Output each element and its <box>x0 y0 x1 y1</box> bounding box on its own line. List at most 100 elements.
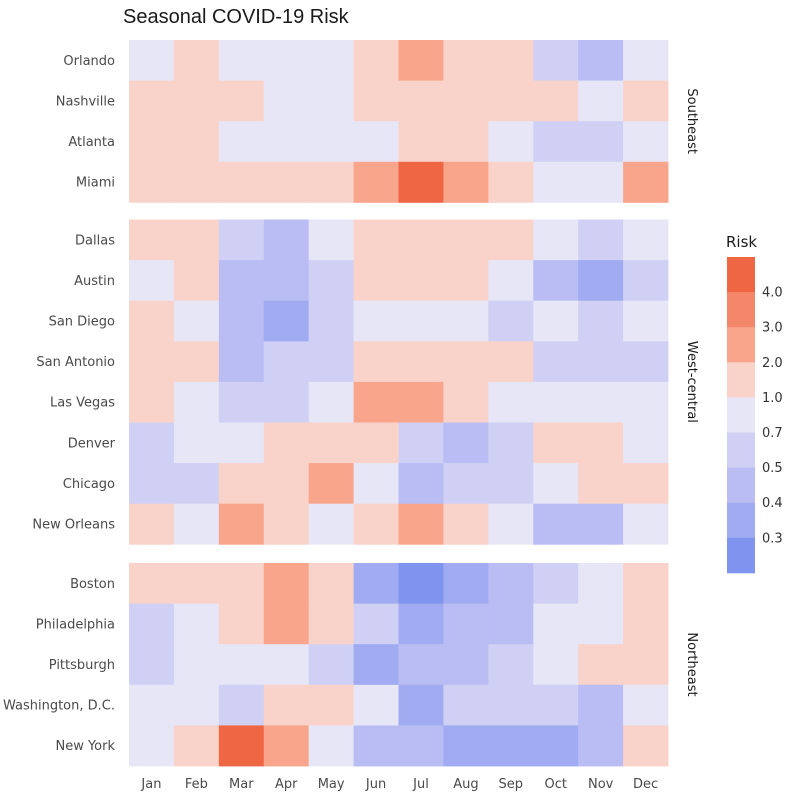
legend: Risk 4.0 3.0 2.0 1.0 0.7 0.5 0.4 0.3 <box>726 233 783 574</box>
city-label: Philadelphia <box>36 617 115 632</box>
heatmap-cell <box>353 161 399 203</box>
heatmap-cell <box>578 644 624 686</box>
heatmap-cell <box>129 300 175 342</box>
heatmap-cell <box>533 219 579 261</box>
heatmap-cell <box>623 219 669 261</box>
heatmap-cells <box>129 40 669 767</box>
heatmap-cell <box>488 725 534 767</box>
heatmap-cell <box>488 603 534 645</box>
month-label: Mar <box>229 777 254 792</box>
heatmap-cell <box>129 563 175 604</box>
heatmap-cell <box>218 603 265 645</box>
month-label: Aug <box>453 777 478 792</box>
legend-swatch <box>727 327 755 363</box>
legend-label: 0.5 <box>762 461 783 476</box>
heatmap-cell <box>218 300 265 342</box>
legend-swatch <box>727 537 755 574</box>
heatmap-cell <box>308 260 354 302</box>
legend-swatch <box>727 362 755 398</box>
heatmap-cell <box>308 603 354 645</box>
heatmap-cell <box>623 300 669 342</box>
month-label: Feb <box>185 777 208 792</box>
heatmap-cell <box>353 121 399 163</box>
legend-swatch <box>727 467 755 504</box>
heatmap-cell <box>443 260 489 302</box>
heatmap-cell <box>218 121 265 163</box>
heatmap-cell <box>353 725 399 767</box>
heatmap-cell <box>308 219 354 261</box>
heatmap-cell <box>398 300 444 342</box>
heatmap-cell <box>623 422 669 464</box>
heatmap-cell <box>218 463 265 505</box>
heatmap-cell <box>578 684 624 726</box>
heatmap-cell <box>173 603 220 645</box>
heatmap-cell <box>578 422 624 464</box>
city-label: San Diego <box>49 315 115 330</box>
heatmap-cell <box>218 260 265 302</box>
legend-swatch <box>727 292 755 328</box>
heatmap-cell <box>443 463 489 505</box>
heatmap-cell <box>308 463 354 505</box>
heatmap-cell <box>443 644 489 686</box>
heatmap-cell <box>398 161 444 203</box>
heatmap-cell <box>533 161 579 203</box>
heatmap-cell <box>533 381 579 423</box>
legend-label: 1.0 <box>762 391 783 406</box>
heatmap-cell <box>129 381 175 423</box>
city-label: New York <box>55 739 115 754</box>
heatmap-cell <box>623 341 669 383</box>
heatmap-cell <box>623 161 669 203</box>
heatmap-cell <box>398 260 444 302</box>
heatmap-cell <box>488 80 534 122</box>
legend-swatches <box>727 257 755 574</box>
legend-label: 2.0 <box>762 356 783 371</box>
heatmap-cell <box>218 644 265 686</box>
heatmap-cell <box>263 219 310 261</box>
city-label: Denver <box>68 436 116 451</box>
heatmap-cell <box>398 121 444 163</box>
city-label: San Antonio <box>36 355 115 370</box>
heatmap-cell <box>353 381 399 423</box>
heatmap-cell <box>578 563 624 604</box>
heatmap-cell <box>623 644 669 686</box>
heatmap-cell <box>488 422 534 464</box>
heatmap-cell <box>443 219 489 261</box>
heatmap-cell <box>353 644 399 686</box>
heatmap-cell <box>443 80 489 122</box>
legend-label: 0.3 <box>762 531 783 546</box>
legend-labels: 4.0 3.0 2.0 1.0 0.7 0.5 0.4 0.3 <box>762 286 783 547</box>
heatmap-cell <box>623 40 669 81</box>
heatmap-cell <box>173 422 220 464</box>
heatmap-cell <box>578 300 624 342</box>
panel-strip-label: Northeast <box>684 632 699 696</box>
heatmap-cell <box>533 341 579 383</box>
heatmap-cell <box>263 644 310 686</box>
heatmap-cell <box>533 503 579 545</box>
city-label: Orlando <box>63 54 115 69</box>
heatmap-cell <box>623 725 669 767</box>
heatmap-cell <box>623 80 669 122</box>
heatmap-cell <box>173 644 220 686</box>
heatmap-cell <box>623 463 669 505</box>
heatmap-cell <box>129 644 175 686</box>
heatmap-cell <box>173 503 220 545</box>
heatmap-cell <box>173 219 220 261</box>
heatmap-cell <box>173 563 220 604</box>
heatmap-cell <box>308 684 354 726</box>
heatmap-cell <box>129 422 175 464</box>
heatmap-cell <box>263 121 310 163</box>
heatmap-cell <box>533 725 579 767</box>
legend-label: 0.4 <box>762 496 783 511</box>
heatmap-cell <box>353 80 399 122</box>
heatmap-cell <box>218 422 265 464</box>
month-label: May <box>318 777 345 792</box>
heatmap-cell <box>443 121 489 163</box>
heatmap-cell <box>533 563 579 604</box>
heatmap-cell <box>578 40 624 81</box>
heatmap-cell <box>263 684 310 726</box>
heatmap-cell <box>308 300 354 342</box>
heatmap-cell <box>443 381 489 423</box>
month-label: Jan <box>140 777 161 792</box>
heatmap-cell <box>308 161 354 203</box>
heatmap-cell <box>263 422 310 464</box>
